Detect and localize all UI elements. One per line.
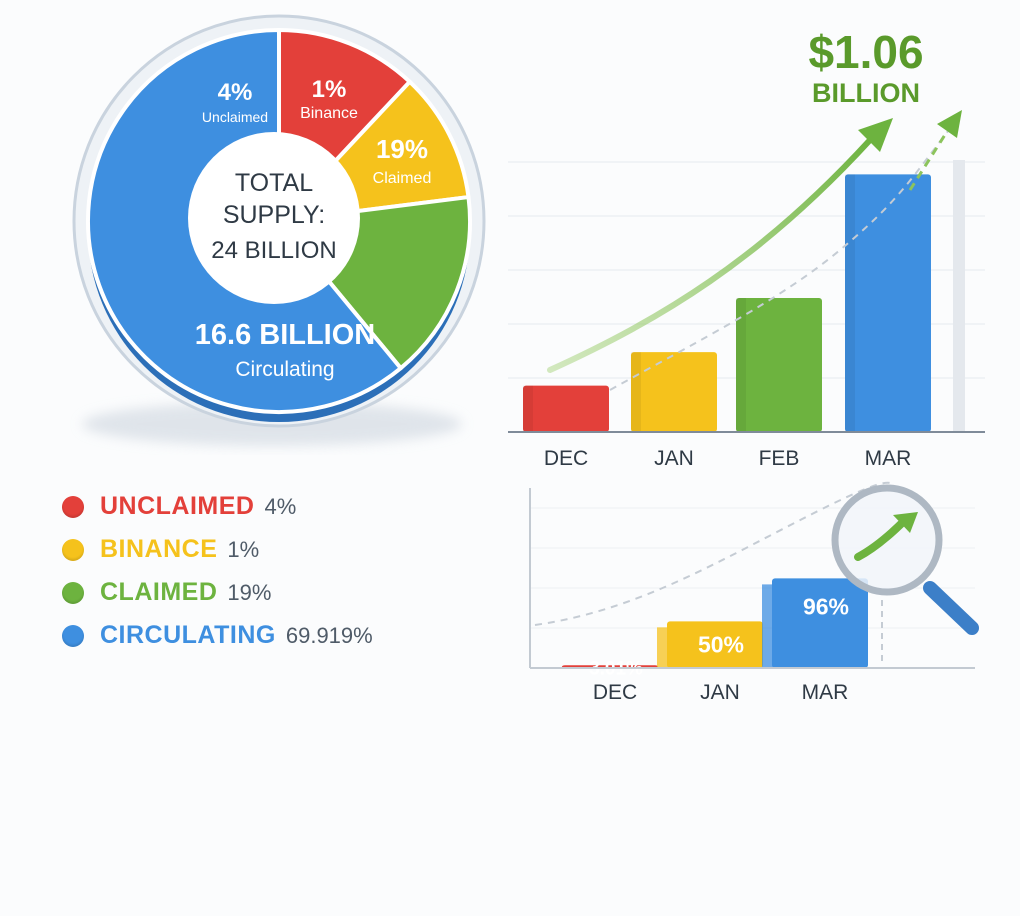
secondary-arrow-line: [908, 129, 950, 191]
trend-dashed-line: [609, 117, 959, 391]
trend-arrow-line: [547, 137, 873, 373]
x-tick-dec: DEC: [593, 681, 637, 704]
x-tick-feb: FEB: [759, 447, 800, 470]
legend-value-claimed: 19%: [227, 579, 272, 605]
legend-value-unclaimed: 4%: [264, 493, 297, 519]
bar-shade: [845, 174, 855, 432]
pie-label-name-circulating: Circulating: [235, 358, 334, 381]
legend-label-claimed: CLAIMED: [100, 578, 218, 606]
data-label-mar: 96%: [803, 593, 849, 619]
headline-unit: BILLION: [812, 78, 920, 108]
magnifier-handle: [923, 581, 979, 635]
axis-pillar: [953, 160, 965, 432]
bar-jan: [631, 352, 717, 432]
legend-dot-binance: [62, 538, 84, 561]
x-tick-mar: MAR: [802, 681, 849, 704]
bar-feb: [736, 298, 822, 432]
bar-shade: [736, 298, 746, 432]
secondary-arrow-head: [937, 110, 962, 138]
bar-dec: [523, 385, 609, 432]
legend-label-binance: BINANCE: [100, 535, 218, 563]
pie-label-value-unclaimed: 4%: [218, 79, 253, 106]
x-tick-mar: MAR: [865, 447, 912, 470]
pie-center-line-2: SUPPLY:: [223, 201, 325, 229]
data-label-dec: 3.01%: [589, 659, 643, 680]
trend-dashed-line: [534, 481, 906, 626]
supply-pie-chart: TOTAL SUPPLY: 24 BILLION 4% Unclaimed 1% Binan…: [72, 14, 486, 446]
legend-dot-claimed: [62, 581, 84, 604]
pie-label-value-claimed: 19%: [376, 134, 428, 164]
bar-mar: [772, 578, 868, 668]
bar-shade: [631, 352, 641, 432]
legend-value-binance: 1%: [227, 536, 260, 562]
data-label-jan: 50%: [698, 632, 744, 658]
bar-jan: [667, 621, 763, 668]
legend-item-circulating: CIRCULATING 69.919%: [62, 614, 442, 657]
legend-item-claimed: CLAIMED 19%: [62, 571, 442, 614]
x-tick-dec: DEC: [544, 447, 588, 470]
legend-label-circulating: CIRCULATING: [100, 621, 276, 649]
x-tick-jan: JAN: [700, 681, 740, 704]
x-tick-jan: JAN: [654, 447, 694, 470]
pie-label-name-claimed: Claimed: [373, 170, 432, 187]
pie-legend: UNCLAIMED 4% BINANCE 1% CLAIMED 19% CIRC…: [62, 485, 442, 657]
legend-value-circulating: 69.919%: [285, 622, 373, 648]
pie-label-value-binance: 1%: [312, 76, 347, 103]
headline-value: $1.06: [808, 26, 923, 78]
legend-item-binance: BINANCE 1%: [62, 528, 442, 571]
pie-label-value-circulating: 16.6 BILLION: [195, 319, 376, 351]
magnifier-arrow-head: [893, 512, 918, 533]
pie-label-name-unclaimed: Unclaimed: [202, 109, 268, 125]
pie-center-line-3: 24 BILLION: [211, 237, 336, 264]
magnifier-trend-icon: [831, 484, 979, 635]
bar-mar: [845, 174, 931, 432]
legend-dot-circulating: [62, 624, 84, 647]
bar-shade: [523, 385, 533, 432]
legend-label-unclaimed: UNCLAIMED: [100, 492, 255, 520]
pie-center-line-1: TOTAL: [235, 169, 313, 197]
bar-depth-mar: [762, 584, 774, 668]
bar-depth-jan: [657, 627, 669, 668]
pie-label-name-binance: Binance: [300, 105, 358, 122]
legend-dot-unclaimed: [62, 495, 84, 518]
legend-item-unclaimed: UNCLAIMED 4%: [62, 485, 442, 528]
pie-center: [188, 132, 360, 304]
trend-arrow-head: [858, 118, 893, 152]
